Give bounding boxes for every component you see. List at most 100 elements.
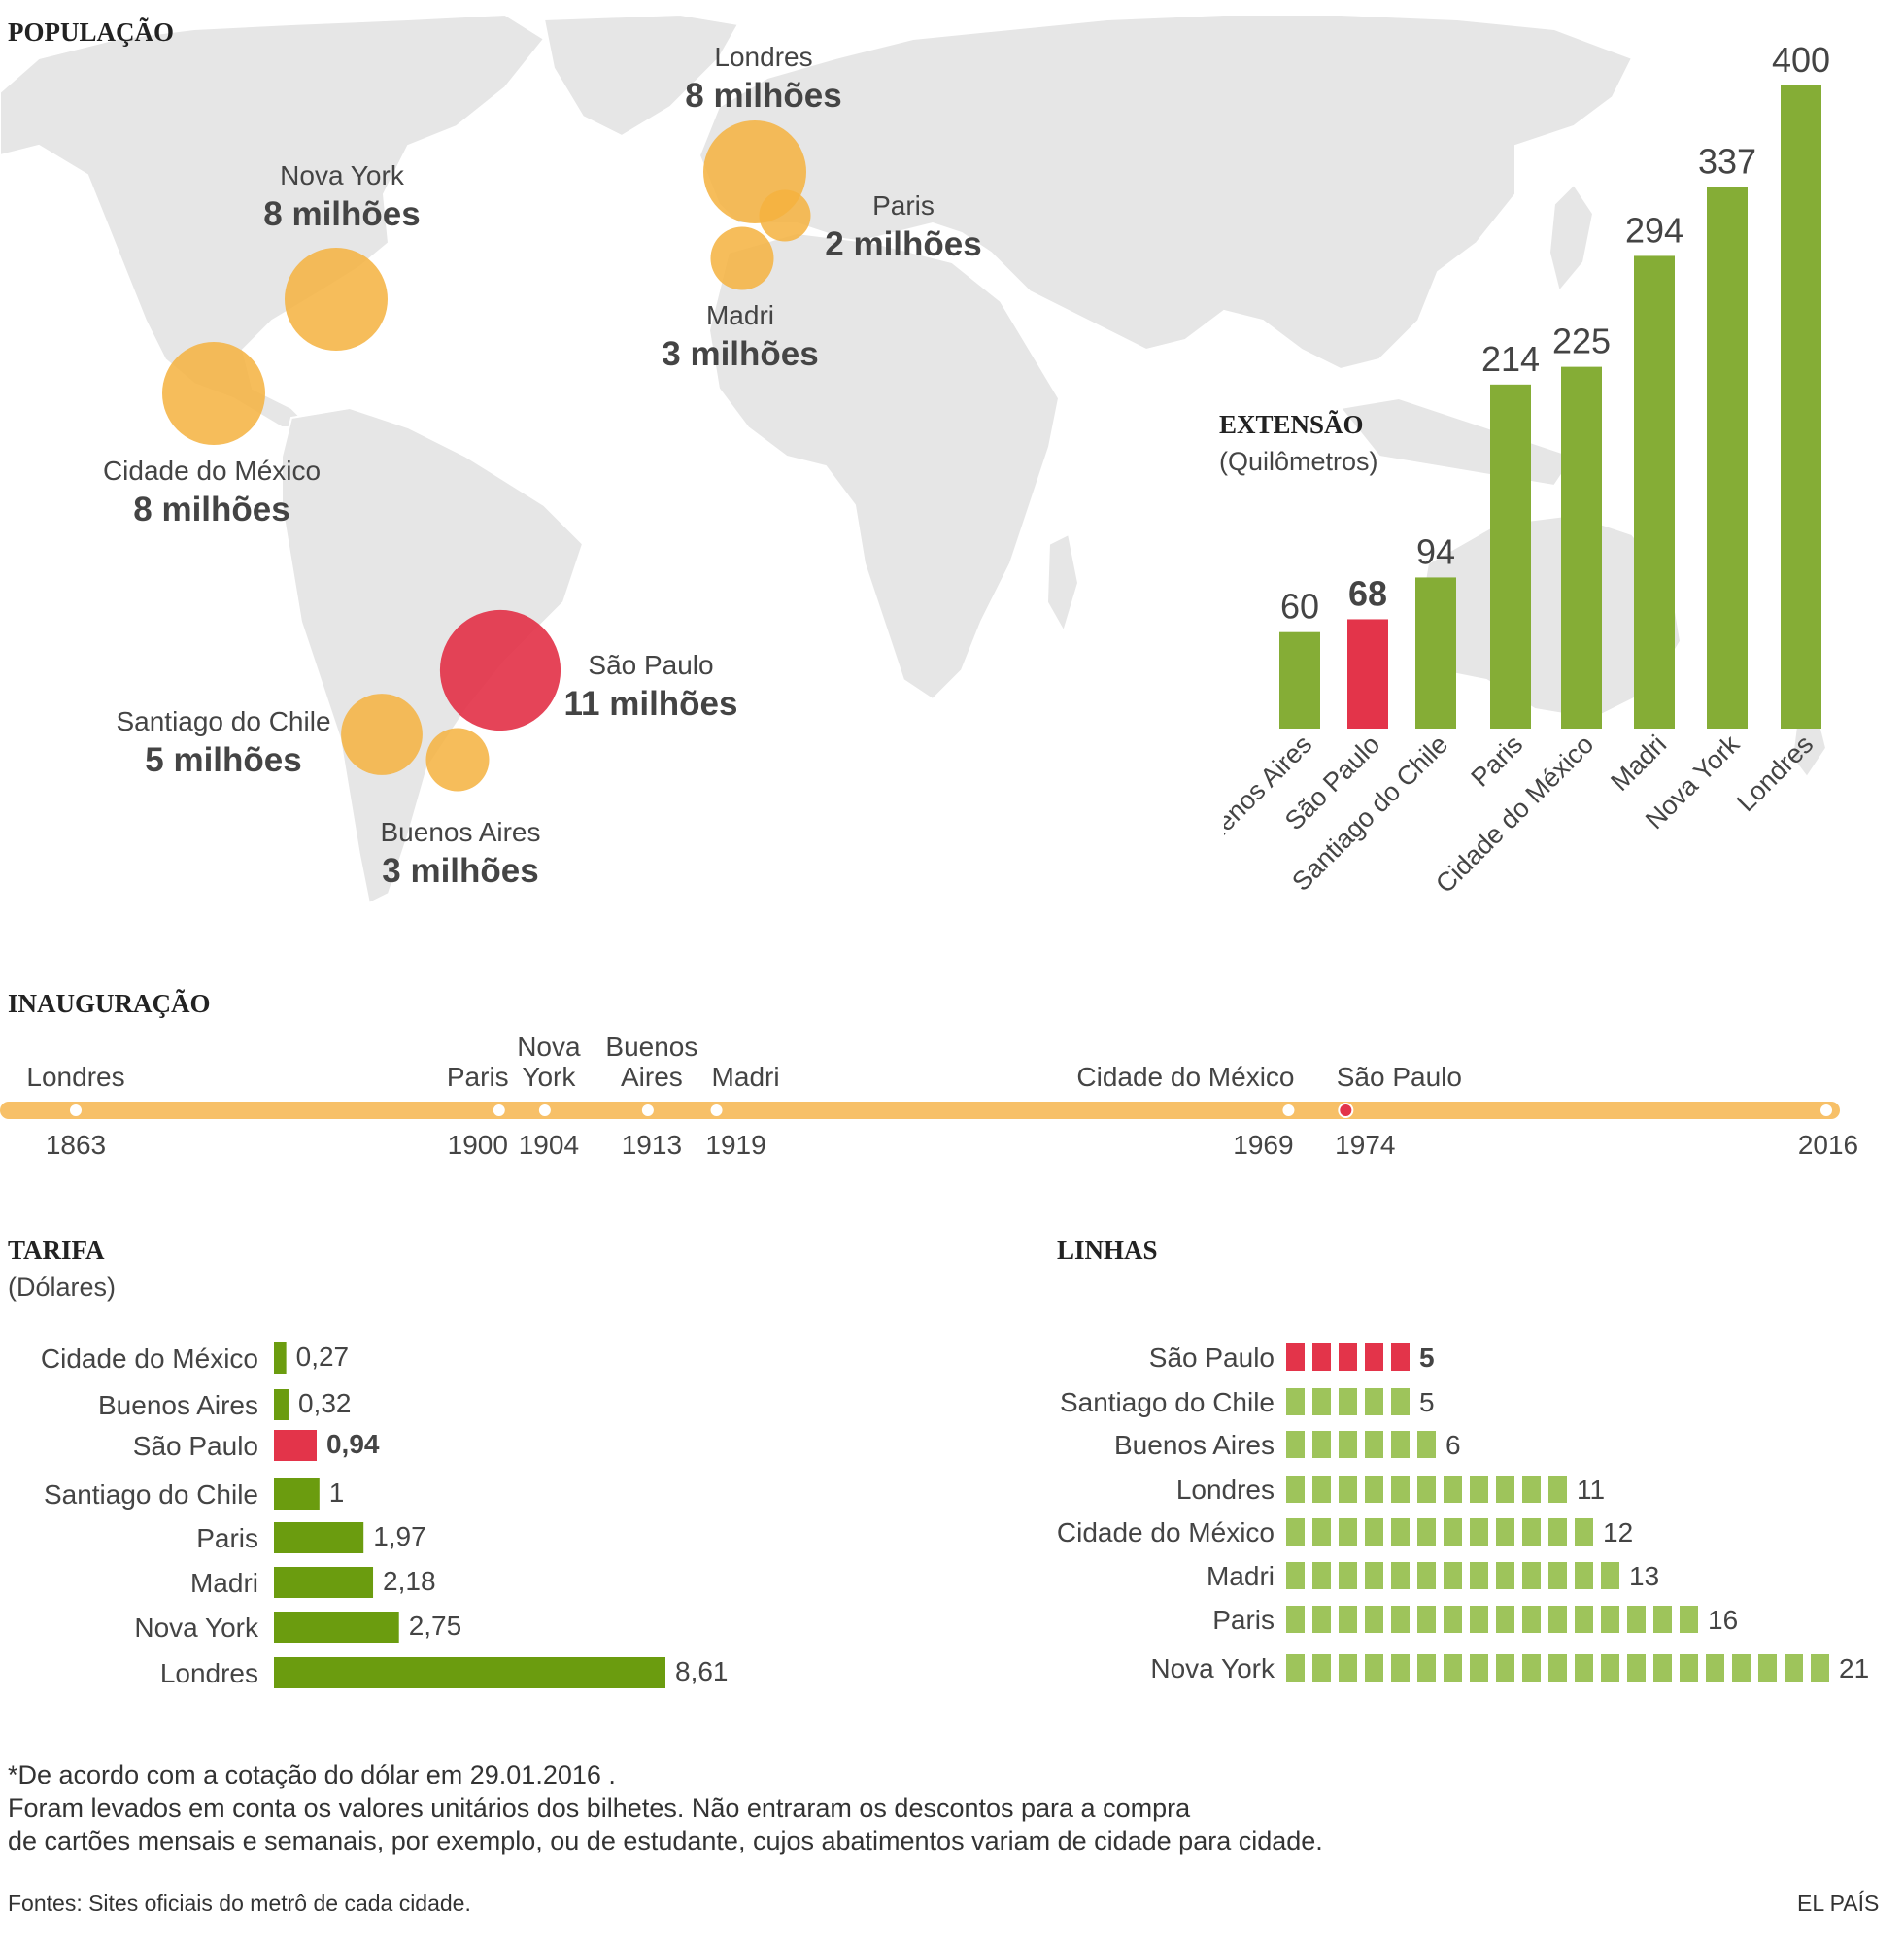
lines-block-chart: São Paulo 5 Santiago do Chile 5 Buenos Aires… (1057, 1342, 1869, 1683)
lines-block-paris-16 (1680, 1606, 1698, 1633)
extension-bar-madri (1634, 255, 1675, 729)
lines-block-nova-york-6 (1417, 1654, 1436, 1682)
bubble-value-sao-paulo: 11 milhões (564, 685, 738, 723)
lines-block-nova-york-14 (1627, 1654, 1646, 1682)
lines-block-paris-8 (1470, 1606, 1488, 1633)
timeline-dot-nova-york (536, 1103, 553, 1118)
fare-value-nova-york: 2,75 (409, 1611, 462, 1641)
extension-value-cidade-do-mexico: 225 (1552, 322, 1611, 361)
timeline-year-paris: 1900 (448, 1130, 508, 1160)
lines-block-sao-paulo-2 (1312, 1343, 1331, 1371)
lines-block-santiago-do-chile-1 (1286, 1388, 1305, 1415)
lines-value-cidade-do-mexico: 12 (1603, 1517, 1633, 1547)
population-title: POPULAÇÃO (8, 17, 174, 47)
lines-value-santiago-do-chile: 5 (1419, 1387, 1435, 1417)
lines-block-paris-4 (1365, 1606, 1383, 1633)
fare-category-santiago-do-chile: Santiago do Chile (44, 1479, 258, 1510)
fare-category-paris: Paris (196, 1523, 258, 1553)
lines-block-paris-9 (1496, 1606, 1514, 1633)
lines-block-sao-paulo-5 (1391, 1343, 1410, 1371)
population-bubble-map: Londres 8 milhões Nova York 8 milhões Paris 2… (103, 42, 982, 890)
fare-title: TARIFA (8, 1236, 105, 1265)
lines-block-madri-7 (1444, 1562, 1462, 1589)
fare-bar-buenos-aires (274, 1389, 289, 1420)
lines-block-paris-15 (1653, 1606, 1672, 1633)
timeline-city-sao-paulo: São Paulo (1337, 1062, 1462, 1092)
lines-block-paris-11 (1548, 1606, 1567, 1633)
bubble-buenos-aires (425, 728, 490, 792)
lines-value-buenos-aires: 6 (1445, 1430, 1461, 1460)
timeline-city-londres: Londres (26, 1062, 124, 1092)
lines-block-nova-york-4 (1365, 1654, 1383, 1682)
fare-category-nova-york: Nova York (134, 1613, 259, 1643)
extension-bar-santiago-do-chile (1415, 577, 1456, 729)
fare-bar-chart: Cidade do México 0,27 Buenos Aires 0,32 São … (41, 1342, 729, 1688)
inauguration-title: INAUGURAÇÃO (8, 989, 211, 1018)
lines-block-paris-7 (1444, 1606, 1462, 1633)
extension-bar-sao-paulo (1347, 619, 1388, 729)
lines-block-buenos-aires-1 (1286, 1431, 1305, 1458)
bubble-value-santiago-do-chile: 5 milhões (145, 741, 301, 779)
lines-value-madri: 13 (1629, 1561, 1659, 1591)
lines-block-santiago-do-chile-2 (1312, 1388, 1331, 1415)
extension-category-londres: Londres (1731, 730, 1819, 817)
lines-block-cidade-do-mexico-1 (1286, 1518, 1305, 1546)
footnote-line-3: de cartões mensais e semanais, por exemp… (8, 1826, 1323, 1855)
lines-block-nova-york-3 (1339, 1654, 1357, 1682)
lines-category-buenos-aires: Buenos Aires (1114, 1430, 1275, 1460)
lines-block-nova-york-13 (1601, 1654, 1619, 1682)
extension-value-madri: 294 (1625, 210, 1683, 250)
fare-category-cidade-do-mexico: Cidade do México (41, 1343, 258, 1374)
world-map (0, 13, 1828, 905)
lines-block-nova-york-18 (1732, 1654, 1751, 1682)
lines-category-paris: Paris (1212, 1605, 1275, 1635)
fare-bar-nova-york (274, 1612, 399, 1643)
lines-block-cidade-do-mexico-9 (1496, 1518, 1514, 1546)
lines-block-londres-3 (1339, 1476, 1357, 1503)
timeline-year-sao-paulo: 1974 (1335, 1130, 1395, 1160)
timeline-year-madri: 1919 (705, 1130, 765, 1160)
lines-block-madri-13 (1601, 1562, 1619, 1589)
lines-block-nova-york-16 (1680, 1654, 1698, 1682)
lines-block-nova-york-7 (1444, 1654, 1462, 1682)
timeline-year-buenos-aires: 1913 (622, 1130, 682, 1160)
timeline-year-londres: 1863 (46, 1130, 106, 1160)
lines-block-londres-9 (1496, 1476, 1514, 1503)
lines-value-paris: 16 (1708, 1605, 1738, 1635)
greenland-shape (542, 13, 740, 138)
extension-bar-nova-york (1707, 187, 1748, 729)
footnote-line-2: Foram levados em conta os valores unitár… (8, 1793, 1191, 1822)
lines-block-paris-12 (1575, 1606, 1593, 1633)
fare-value-sao-paulo: 0,94 (326, 1429, 380, 1459)
lines-block-londres-6 (1417, 1476, 1436, 1503)
lines-block-sao-paulo-4 (1365, 1343, 1383, 1371)
lines-block-londres-2 (1312, 1476, 1331, 1503)
fare-value-londres: 8,61 (675, 1656, 729, 1686)
madagascar-shape (1045, 532, 1080, 634)
extension-bar-cidade-do-mexico (1561, 366, 1602, 729)
lines-block-madri-6 (1417, 1562, 1436, 1589)
fare-bar-madri (274, 1567, 374, 1598)
fare-subtitle: (Dólares) (8, 1273, 117, 1302)
extension-bar-paris (1490, 384, 1531, 729)
timeline-city-buenos-aires-line-1: Buenos (605, 1032, 697, 1062)
fare-value-paris: 1,97 (373, 1521, 426, 1551)
bubble-value-paris: 2 milhões (825, 225, 981, 263)
lines-block-nova-york-9 (1496, 1654, 1514, 1682)
lines-value-nova-york: 21 (1839, 1653, 1869, 1683)
timeline-city-cidade-do-mexico: Cidade do México (1076, 1062, 1294, 1092)
fare-bar-sao-paulo (274, 1430, 317, 1461)
lines-category-sao-paulo: São Paulo (1149, 1342, 1275, 1373)
extension-value-buenos-aires: 60 (1280, 587, 1319, 627)
lines-category-madri: Madri (1207, 1561, 1275, 1591)
lines-block-madri-3 (1339, 1562, 1357, 1589)
lines-block-nova-york-5 (1391, 1654, 1410, 1682)
lines-block-paris-14 (1627, 1606, 1646, 1633)
lines-block-londres-7 (1444, 1476, 1462, 1503)
brand-label: EL PAÍS (1797, 1890, 1880, 1916)
africa-shape (707, 231, 1061, 701)
lines-block-cidade-do-mexico-10 (1522, 1518, 1541, 1546)
lines-block-nova-york-8 (1470, 1654, 1488, 1682)
extension-bar-buenos-aires (1279, 631, 1320, 729)
timeline-dot-end (1819, 1103, 1834, 1118)
